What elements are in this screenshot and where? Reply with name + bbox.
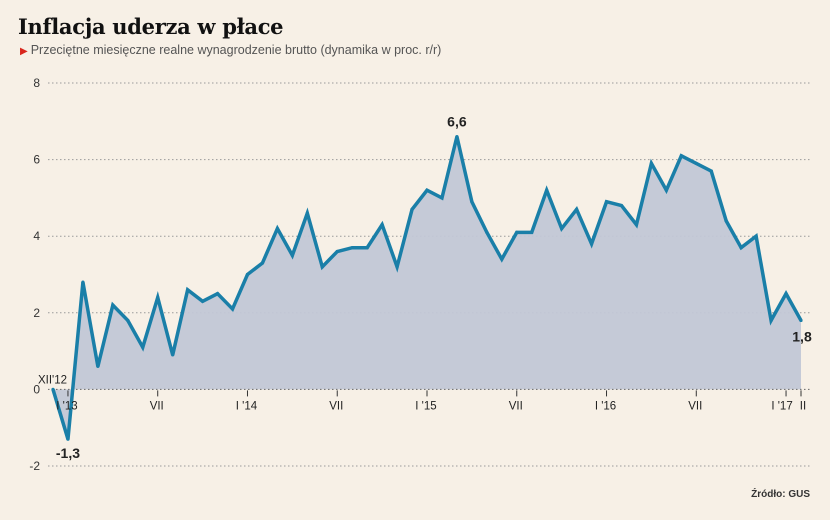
data-point (320, 265, 324, 269)
x-tick-label: XII'12 (38, 374, 67, 386)
data-point (215, 292, 220, 296)
y-tick-label: 0 (33, 382, 40, 396)
data-point (275, 226, 279, 231)
data-point (515, 230, 519, 234)
data-point (485, 230, 489, 234)
data-label: 1,8 (792, 328, 812, 344)
data-point (186, 288, 190, 292)
x-tick-label: VII (509, 400, 523, 412)
data-point (51, 387, 55, 391)
data-point (619, 203, 624, 208)
data-point (395, 265, 399, 269)
data-point (96, 364, 100, 369)
x-tick-label: I '13 (56, 400, 77, 412)
x-tick-label: II (800, 400, 806, 412)
data-point (365, 246, 369, 250)
data-point (709, 169, 713, 173)
data-point (649, 161, 654, 166)
data-point (126, 318, 130, 323)
data-point (589, 242, 594, 246)
data-point (245, 272, 250, 277)
data-point (230, 307, 235, 311)
data-point (560, 226, 564, 231)
x-axis-ticks: XII'12 I '13 VII I '14 VII I '15 VII I '16 VII I … (38, 374, 806, 412)
data-point (350, 246, 354, 250)
red-triangle-icon: ▶ (20, 46, 28, 57)
data-point (305, 211, 309, 215)
y-tick-label: 4 (33, 229, 40, 243)
data-point (290, 253, 294, 257)
data-point (440, 196, 444, 200)
data-label: 6,6 (447, 114, 467, 130)
x-tick-label: VII (329, 400, 343, 412)
data-point (545, 188, 549, 192)
x-tick-label: VII (688, 400, 702, 412)
source-note: Źródło: GUS (751, 489, 810, 500)
data-point (335, 249, 339, 254)
data-point (171, 353, 175, 357)
data-point (664, 188, 668, 192)
data-point (111, 303, 115, 307)
data-label: -1,3 (56, 445, 80, 461)
data-point (679, 154, 683, 158)
data-point (425, 188, 429, 192)
y-tick-label: 8 (33, 76, 40, 90)
y-tick-label: 6 (33, 153, 40, 167)
data-point (604, 200, 609, 204)
data-point (66, 437, 70, 441)
data-point (739, 246, 743, 250)
data-point (201, 299, 205, 303)
x-tick-label: I '16 (595, 400, 616, 412)
area-fill (53, 136, 801, 440)
data-point (634, 223, 639, 227)
data-point (81, 280, 85, 284)
data-point (784, 292, 788, 296)
y-tick-label: 2 (33, 306, 40, 320)
data-point (575, 207, 579, 211)
data-point (156, 295, 160, 300)
data-point (500, 257, 504, 261)
data-points (51, 135, 803, 441)
data-labels: -1,3 6,6 1,8 (56, 114, 812, 462)
data-point (799, 318, 803, 323)
data-point (380, 223, 384, 227)
x-tick-label: I '17 (771, 400, 792, 412)
data-point (754, 234, 758, 238)
data-point (530, 230, 534, 234)
y-axis-ticks: -2 0 2 4 6 8 (29, 76, 40, 473)
x-tick-label: VII (150, 400, 164, 412)
data-point (724, 219, 728, 223)
x-tick-label: I '15 (415, 400, 436, 412)
data-point (455, 135, 459, 139)
x-tick-label: I '14 (236, 400, 258, 412)
y-tick-label: -2 (29, 459, 40, 473)
data-point (141, 345, 145, 349)
data-point (470, 200, 474, 204)
data-point (694, 161, 698, 166)
data-point (260, 261, 265, 265)
data-point (410, 207, 414, 211)
chart-subtitle: ▶ Przeciętne miesięczne realne wynagrodze… (20, 43, 441, 57)
subtitle-text: Przeciętne miesięczne realne wynagrodzen… (30, 43, 442, 57)
data-point (769, 318, 773, 323)
chart-title: Inflacja uderza w płace (18, 14, 284, 39)
